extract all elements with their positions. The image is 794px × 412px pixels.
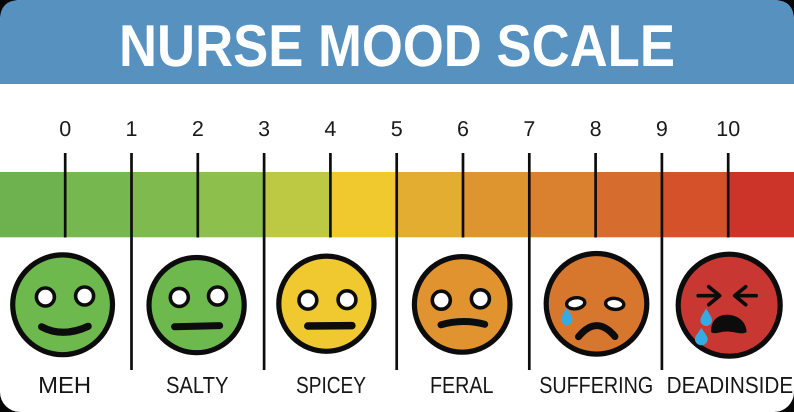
- svg-text:3: 3: [258, 117, 270, 141]
- svg-text:MEH: MEH: [38, 372, 91, 398]
- svg-text:2: 2: [192, 117, 204, 141]
- svg-text:6: 6: [457, 117, 469, 141]
- svg-text:0: 0: [59, 117, 71, 141]
- svg-text:10: 10: [716, 117, 740, 141]
- svg-text:SUFFERING: SUFFERING: [539, 372, 653, 398]
- svg-text:SPICEY: SPICEY: [296, 372, 366, 398]
- svg-text:SALTY: SALTY: [166, 372, 229, 398]
- svg-text:8: 8: [590, 117, 602, 141]
- svg-text:9: 9: [656, 117, 668, 141]
- svg-text:FERAL: FERAL: [430, 372, 494, 398]
- svg-text:7: 7: [523, 117, 535, 141]
- svg-text:DEADINSIDE: DEADINSIDE: [667, 372, 794, 398]
- svg-text:4: 4: [324, 117, 336, 141]
- svg-text:5: 5: [391, 117, 403, 141]
- svg-text:NURSE MOOD SCALE: NURSE MOOD SCALE: [119, 13, 675, 79]
- svg-text:1: 1: [126, 117, 138, 141]
